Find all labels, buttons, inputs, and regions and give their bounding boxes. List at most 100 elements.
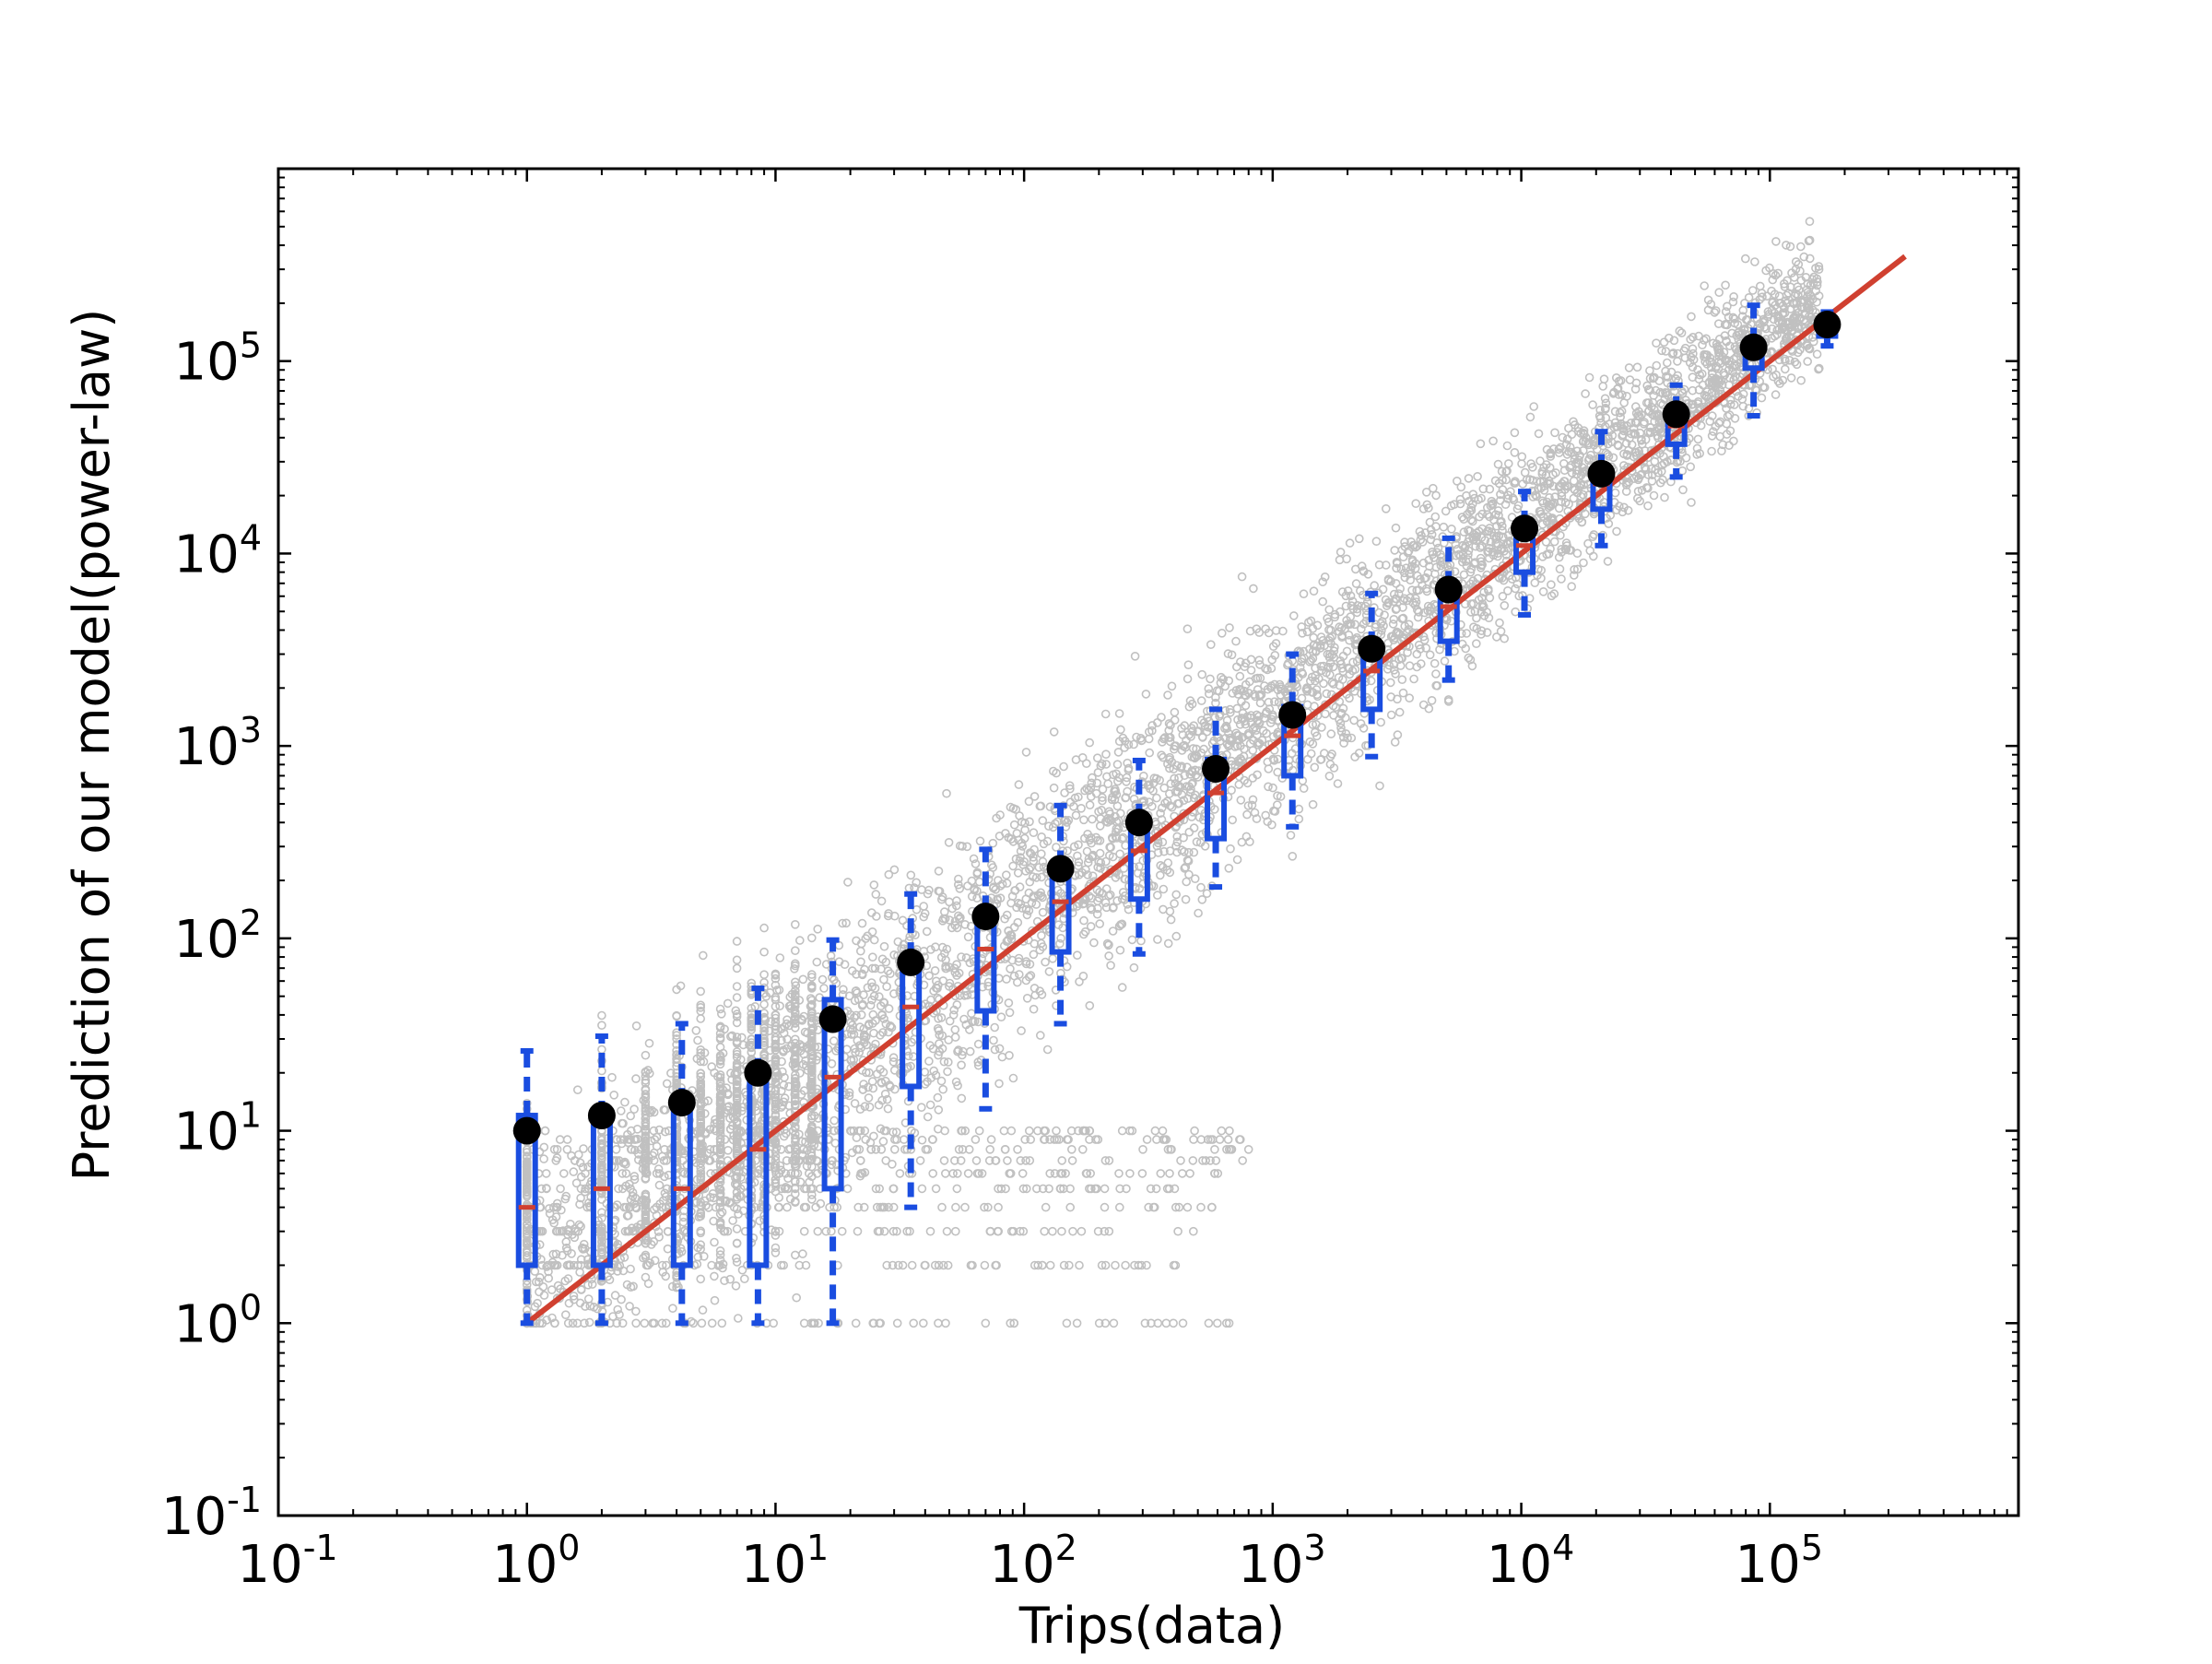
scatter-point xyxy=(1225,623,1234,632)
scatter-point xyxy=(654,1180,665,1190)
scatter-point xyxy=(1393,730,1403,739)
scatter-point xyxy=(560,1310,571,1319)
scatter-point xyxy=(1182,674,1193,684)
scatter-point xyxy=(1738,389,1748,399)
scatter-point xyxy=(899,939,909,950)
scatter-point xyxy=(1038,907,1048,917)
scatter-point xyxy=(1136,936,1146,946)
scatter-point xyxy=(1196,696,1206,705)
scatter-point xyxy=(1812,349,1822,360)
scatter-point xyxy=(1316,641,1325,650)
scatter-point xyxy=(625,1302,634,1311)
scatter-point xyxy=(1309,586,1319,596)
scatter-point xyxy=(850,996,860,1006)
scatter-point xyxy=(1029,1004,1039,1014)
scatter-point xyxy=(959,1014,969,1024)
scatter-point xyxy=(1715,417,1725,427)
scatter-point xyxy=(1031,900,1041,909)
scatter-point xyxy=(952,901,961,911)
scatter-point xyxy=(1235,671,1245,681)
scatter-point xyxy=(1036,888,1045,898)
scatter-point xyxy=(1166,915,1176,925)
scatter-point xyxy=(1264,764,1274,773)
scatter-point xyxy=(1370,581,1379,590)
scatter-point xyxy=(1614,441,1623,451)
scatter-point xyxy=(1115,945,1125,955)
scatter-point xyxy=(851,986,861,996)
scatter-point xyxy=(539,1154,548,1163)
scatter-point xyxy=(1343,586,1353,596)
scatter-point xyxy=(1391,523,1401,533)
scatter-point xyxy=(1790,357,1800,367)
scatter-point xyxy=(1029,828,1039,838)
scatter-point xyxy=(1045,802,1055,812)
scatter-point xyxy=(923,1112,933,1122)
scatter-point xyxy=(723,998,733,1009)
scatter-point xyxy=(1324,653,1335,662)
scatter-point xyxy=(1677,466,1688,476)
scatter-point xyxy=(819,984,829,993)
scatter-point xyxy=(1637,485,1647,495)
scatter-point xyxy=(1694,384,1704,395)
scatter-point xyxy=(1601,403,1610,413)
scatter-point xyxy=(860,964,869,974)
scatter-point xyxy=(1248,795,1258,805)
scatter-point xyxy=(1645,373,1655,384)
scatter-point xyxy=(1084,785,1094,796)
scatter-point xyxy=(755,1216,765,1226)
scatter-point xyxy=(957,1060,966,1070)
scatter-point xyxy=(1738,401,1748,411)
scatter-point xyxy=(1715,431,1724,442)
scatter-point xyxy=(535,1287,544,1297)
scatter-point xyxy=(1721,307,1731,316)
scatter-point xyxy=(1618,390,1627,400)
scatter-point xyxy=(1005,1051,1014,1060)
scatter-point xyxy=(699,1252,709,1261)
scatter-point xyxy=(1248,746,1258,755)
scatter-point xyxy=(626,1111,636,1121)
scatter-point xyxy=(649,1107,659,1117)
scatter-point xyxy=(1194,908,1203,918)
scatter-point xyxy=(1000,914,1009,924)
scatter-point xyxy=(1538,586,1548,596)
scatter-point xyxy=(1633,487,1643,496)
scatter-point xyxy=(925,1100,935,1110)
scatter-point xyxy=(597,1066,606,1076)
scatter-point xyxy=(1184,847,1194,857)
scatter-point xyxy=(1767,333,1776,343)
scatter-point xyxy=(1075,977,1084,986)
scatter-point xyxy=(1512,579,1523,589)
scatter-point xyxy=(1477,626,1487,636)
scatter-point xyxy=(1380,610,1389,620)
scatter-point xyxy=(1210,805,1219,814)
scatter-point xyxy=(1095,919,1104,928)
scatter-point xyxy=(888,1053,899,1062)
scatter-point xyxy=(1386,678,1395,688)
scatter-point xyxy=(1496,626,1506,636)
scatter-point xyxy=(1510,428,1520,438)
scatter-point xyxy=(1663,358,1672,368)
scatter-point xyxy=(1014,780,1024,789)
scatter-point xyxy=(1167,802,1177,812)
scatter-point xyxy=(954,968,964,978)
scatter-point xyxy=(1267,820,1277,830)
scatter-point xyxy=(1677,328,1687,337)
scatter-point xyxy=(1544,549,1554,559)
scatter-point xyxy=(925,1041,935,1050)
scatter-point xyxy=(547,1285,557,1294)
scatter-point xyxy=(1234,780,1244,789)
scatter-point xyxy=(1159,846,1169,856)
scatter-point xyxy=(1658,475,1667,485)
scatter-point xyxy=(1085,800,1095,810)
scatter-point xyxy=(1688,344,1698,354)
scatter-point xyxy=(668,1304,677,1313)
scatter-point xyxy=(1112,769,1121,779)
scatter-point xyxy=(1378,584,1388,595)
scatter-point xyxy=(1029,950,1039,960)
scatter-point xyxy=(1554,444,1564,454)
scatter-point xyxy=(827,1059,837,1068)
scatter-point xyxy=(1477,599,1488,608)
scatter-point xyxy=(629,1104,639,1114)
scatter-point xyxy=(1206,674,1215,684)
scatter-point xyxy=(626,1264,635,1274)
